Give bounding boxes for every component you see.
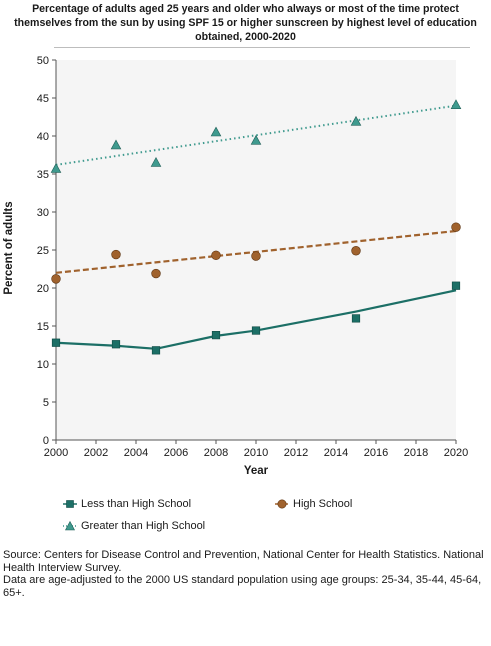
y-tick-label: 15 <box>37 321 49 333</box>
x-tick-label: 2002 <box>84 447 108 459</box>
x-tick-label: 2004 <box>124 447 148 459</box>
legend-item-less-than-high-school: Less than High School <box>63 497 191 511</box>
data-point-series-0 <box>111 340 121 349</box>
data-point-series-2 <box>150 156 162 167</box>
data-point-series-2 <box>110 139 122 150</box>
legend-triangle-icon <box>63 520 77 531</box>
y-tick-label: 50 <box>37 55 49 67</box>
x-tick-label: 2008 <box>204 447 228 459</box>
data-point-series-0 <box>451 281 461 290</box>
legend-label: Less than High School <box>81 498 192 510</box>
x-tick-label: 2012 <box>284 447 308 459</box>
source-note: Source: Centers for Disease Control and … <box>3 549 489 599</box>
x-tick-label: 2010 <box>244 447 268 459</box>
legend-circle-icon <box>275 499 289 509</box>
source-line: Source: Centers for Disease Control and … <box>3 549 484 574</box>
title-divider <box>54 47 470 48</box>
data-point-series-2 <box>250 134 262 145</box>
x-tick-label: 2016 <box>364 447 388 459</box>
x-tick-label: 2006 <box>164 447 188 459</box>
data-point-series-1 <box>211 250 221 261</box>
data-point-series-1 <box>351 246 361 256</box>
y-axis-label: Percent of adults <box>3 201 15 294</box>
x-axis-label: Year <box>244 465 269 477</box>
legend-label: High School <box>293 498 353 510</box>
data-point-series-1 <box>251 251 261 261</box>
x-tick-label: 2000 <box>44 447 68 459</box>
y-tick-label: 20 <box>37 283 49 295</box>
legend-square-icon <box>63 500 77 508</box>
data-point-series-0 <box>251 326 261 335</box>
data-point-series-1 <box>151 268 161 279</box>
y-tick-label: 45 <box>37 93 49 105</box>
y-tick-label: 10 <box>37 359 49 371</box>
legend-item-high-school: High School <box>275 497 352 511</box>
data-point-series-1 <box>111 249 121 260</box>
data-point-series-0 <box>151 346 161 355</box>
data-point-series-0 <box>351 314 361 323</box>
data-point-series-0 <box>211 331 221 340</box>
y-tick-label: 25 <box>37 245 49 257</box>
data-point-series-1 <box>51 274 61 284</box>
plot-area <box>56 60 456 440</box>
x-tick-label: 2014 <box>324 447 348 459</box>
data-point-series-2 <box>450 99 462 109</box>
data-point-series-2 <box>210 126 222 137</box>
y-tick-label: 35 <box>37 169 49 181</box>
data-point-series-0 <box>51 338 61 347</box>
legend-item-greater-than-high-school: Greater than High School <box>63 519 205 533</box>
chart-title: Percentage of adults aged 25 years and o… <box>14 3 477 43</box>
y-tick-label: 5 <box>43 397 49 409</box>
data-point-series-1 <box>451 222 461 232</box>
y-tick-label: 30 <box>37 207 49 219</box>
x-tick-label: 2018 <box>404 447 428 459</box>
chart-plot: 0 5 10 15 20 25 30 35 40 45 50 2000 2002 2004 2006 200… <box>3 55 468 477</box>
legend-label: Greater than High School <box>81 520 206 532</box>
y-tick-label: 0 <box>43 435 49 447</box>
data-point-series-2 <box>50 163 62 173</box>
x-tick-label: 2020 <box>444 447 468 459</box>
data-point-series-2 <box>350 115 362 126</box>
y-tick-label: 40 <box>37 131 49 143</box>
age-adjust-note: Data are age-adjusted to the 2000 US sta… <box>3 574 482 599</box>
